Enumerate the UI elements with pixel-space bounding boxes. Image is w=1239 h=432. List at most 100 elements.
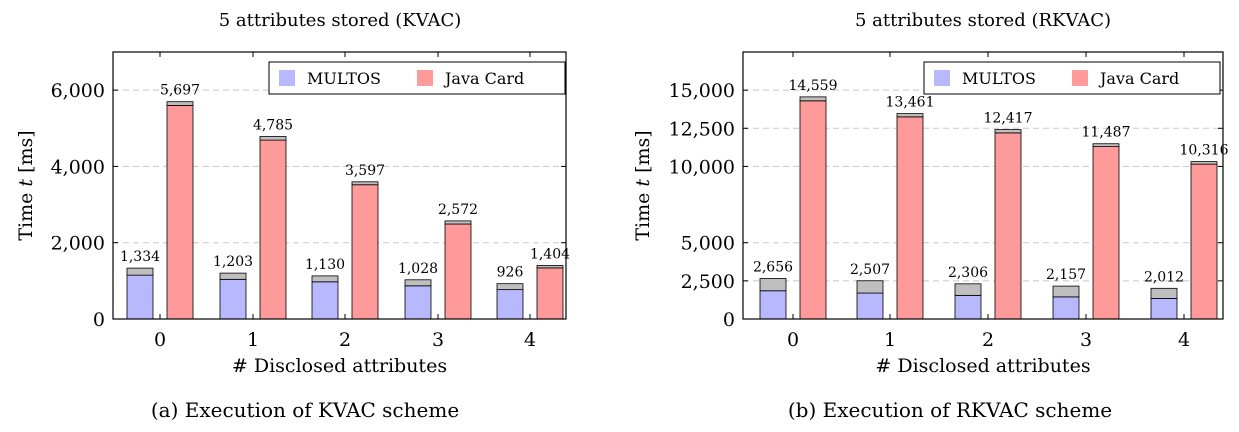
- x-tick-label: 2: [982, 329, 994, 351]
- y-tick-label: 12,500: [669, 118, 735, 140]
- data-label: 5,697: [160, 83, 200, 99]
- x-tick-label: 4: [524, 329, 536, 351]
- data-label: 12,417: [984, 111, 1033, 127]
- data-label: 1,334: [120, 249, 160, 265]
- data-label: 2,306: [948, 265, 988, 281]
- bar-multos: [404, 285, 432, 320]
- caption-kvac: (a) Execution of KVAC scheme: [150, 398, 460, 422]
- data-label: 2,656: [753, 259, 793, 275]
- caption-rkvac: (b) Execution of RKVAC scheme: [787, 398, 1113, 422]
- legend-swatch-multos: [279, 70, 295, 86]
- y-tick-label: 0: [723, 309, 735, 331]
- data-label: 10,316: [1180, 143, 1229, 159]
- bar-multos: [311, 281, 339, 320]
- bar-overhead-segment: [351, 181, 379, 186]
- bar-overhead-segment: [311, 275, 339, 283]
- bar-overhead-segment: [896, 113, 924, 118]
- bar-java-card: [896, 116, 924, 320]
- bar-multos: [954, 294, 982, 320]
- x-tick-label: 1: [884, 329, 896, 351]
- y-tick-label: 5,000: [681, 233, 735, 255]
- bar-multos: [126, 274, 154, 320]
- y-tick-label: 0: [93, 309, 105, 331]
- bar-overhead-segment: [799, 96, 827, 102]
- bar-overhead-segment: [496, 283, 524, 291]
- bar-overhead-segment: [954, 283, 982, 296]
- bar-multos: [219, 278, 247, 320]
- bar-overhead-segment: [126, 267, 154, 276]
- bar-java-card: [994, 132, 1022, 320]
- data-label: 11,487: [1082, 125, 1131, 141]
- bar-overhead-segment: [1052, 285, 1080, 298]
- legend-label: Java Card: [1098, 69, 1179, 88]
- x-axis-label: # Disclosed attributes: [875, 355, 1090, 377]
- bar-overhead-segment: [404, 279, 432, 287]
- data-label: 1,203: [213, 254, 253, 270]
- plot-frame: [742, 51, 1224, 320]
- legend-swatch-java-card: [1072, 70, 1088, 86]
- legend-label: MULTOS: [307, 69, 381, 88]
- data-label: 13,461: [886, 95, 935, 111]
- chart-title: 5 attributes stored (RKVAC): [855, 10, 1111, 31]
- bar-overhead-segment: [536, 265, 564, 269]
- x-tick-label: 3: [1080, 329, 1092, 351]
- y-tick-label: 6,000: [51, 80, 105, 102]
- x-tick-label: 1: [247, 329, 259, 351]
- bar-multos: [759, 290, 787, 320]
- bar-java-card: [351, 184, 379, 320]
- y-tick-label: 10,000: [669, 156, 735, 178]
- data-label: 1,404: [530, 246, 570, 262]
- legend-swatch-java-card: [417, 70, 433, 86]
- data-label: 1,028: [398, 261, 438, 277]
- bar-java-card: [259, 139, 287, 320]
- data-label: 2,572: [438, 202, 478, 218]
- bar-overhead-segment: [444, 220, 472, 225]
- bar-multos: [1150, 298, 1178, 320]
- chart-title: 5 attributes stored (KVAC): [219, 10, 462, 31]
- bar-java-card: [799, 100, 827, 320]
- bar-java-card: [444, 223, 472, 320]
- x-tick-label: 2: [339, 329, 351, 351]
- y-tick-label: 15,000: [669, 80, 735, 102]
- y-tick-label: 4,000: [51, 156, 105, 178]
- bar-java-card: [1092, 146, 1120, 320]
- data-label: 1,130: [305, 257, 345, 273]
- data-label: 14,559: [789, 78, 838, 94]
- bar-overhead-segment: [994, 129, 1022, 134]
- legend: MULTOS Java Card: [268, 61, 566, 95]
- y-tick-label: 2,000: [51, 233, 105, 255]
- legend: MULTOS Java Card: [923, 61, 1221, 95]
- legend-label: Java Card: [443, 69, 524, 88]
- data-label: 926: [497, 265, 524, 281]
- plot-frame: [112, 51, 567, 320]
- x-tick-label: 3: [432, 329, 444, 351]
- bar-overhead-segment: [856, 280, 884, 294]
- bar-multos: [1052, 296, 1080, 320]
- y-tick-label: 2,500: [681, 271, 735, 293]
- bar-overhead-segment: [1092, 143, 1120, 147]
- bar-multos: [856, 292, 884, 320]
- y-axis-label: Time t [ms]: [15, 130, 37, 240]
- data-label: 2,507: [850, 262, 890, 278]
- x-axis-label: # Disclosed attributes: [232, 355, 447, 377]
- x-tick-label: 4: [1178, 329, 1190, 351]
- bar-overhead-segment: [1150, 287, 1178, 299]
- legend-swatch-multos: [934, 70, 950, 86]
- chart-kvac: 5 attributes stored (KVAC) 1,334 5,697 0 1,2…: [15, 10, 570, 377]
- data-label: 3,597: [345, 163, 385, 179]
- bar-overhead-segment: [259, 136, 287, 141]
- data-label: 2,157: [1046, 267, 1086, 283]
- legend-label: MULTOS: [962, 69, 1036, 88]
- data-label: 2,012: [1144, 269, 1184, 285]
- bar-java-card: [536, 267, 564, 320]
- bar-overhead-segment: [1190, 161, 1218, 165]
- x-tick-label: 0: [154, 329, 166, 351]
- bar-multos: [496, 289, 524, 320]
- x-tick-label: 0: [787, 329, 799, 351]
- bar-overhead-segment: [166, 101, 194, 106]
- chart-rkvac: 5 attributes stored (RKVAC) 2,656 14,559 0 2…: [632, 10, 1229, 377]
- y-axis-label: Time t [ms]: [632, 130, 654, 240]
- data-label: 4,785: [253, 117, 293, 133]
- bar-overhead-segment: [759, 278, 787, 292]
